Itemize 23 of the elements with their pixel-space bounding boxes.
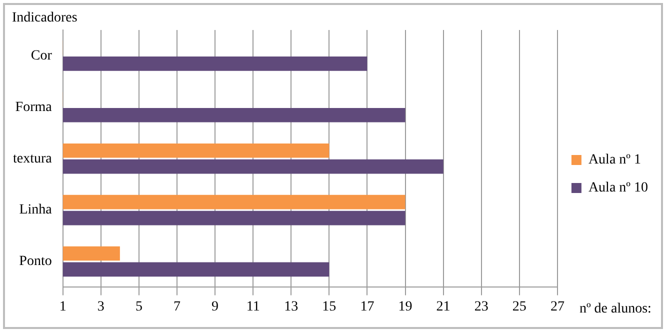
- x-tick-label: 1: [59, 299, 66, 314]
- x-tick-label: 27: [550, 299, 564, 314]
- x-tick-label: 15: [322, 299, 336, 314]
- x-tick-label: 11: [246, 299, 260, 314]
- x-tick-label: 3: [97, 299, 104, 314]
- x-tick-label: 25: [512, 299, 526, 314]
- y-tick-label: Linha: [19, 202, 53, 218]
- x-tick-label: 9: [212, 299, 219, 314]
- x-tick-label: 7: [174, 299, 180, 314]
- y-tick-label: Cor: [30, 48, 52, 64]
- x-tick-label: 17: [360, 299, 374, 314]
- y-tick-label: Forma: [15, 100, 53, 115]
- y-tick-label: Ponto: [19, 254, 52, 270]
- y-axis-title: Indicadores: [12, 10, 78, 26]
- x-tick-label: 21: [436, 299, 450, 314]
- x-tick-label: 5: [135, 299, 142, 314]
- x-tick-label: 19: [398, 299, 412, 314]
- y-tick-label: textura: [12, 151, 53, 166]
- x-axis-title: nº de alunos:: [579, 302, 652, 317]
- x-tick-label: 13: [284, 299, 298, 314]
- legend-label: Aula nº 1: [588, 152, 642, 168]
- legend-label: Aula nº 10: [588, 180, 648, 196]
- x-tick-label: 23: [474, 299, 488, 314]
